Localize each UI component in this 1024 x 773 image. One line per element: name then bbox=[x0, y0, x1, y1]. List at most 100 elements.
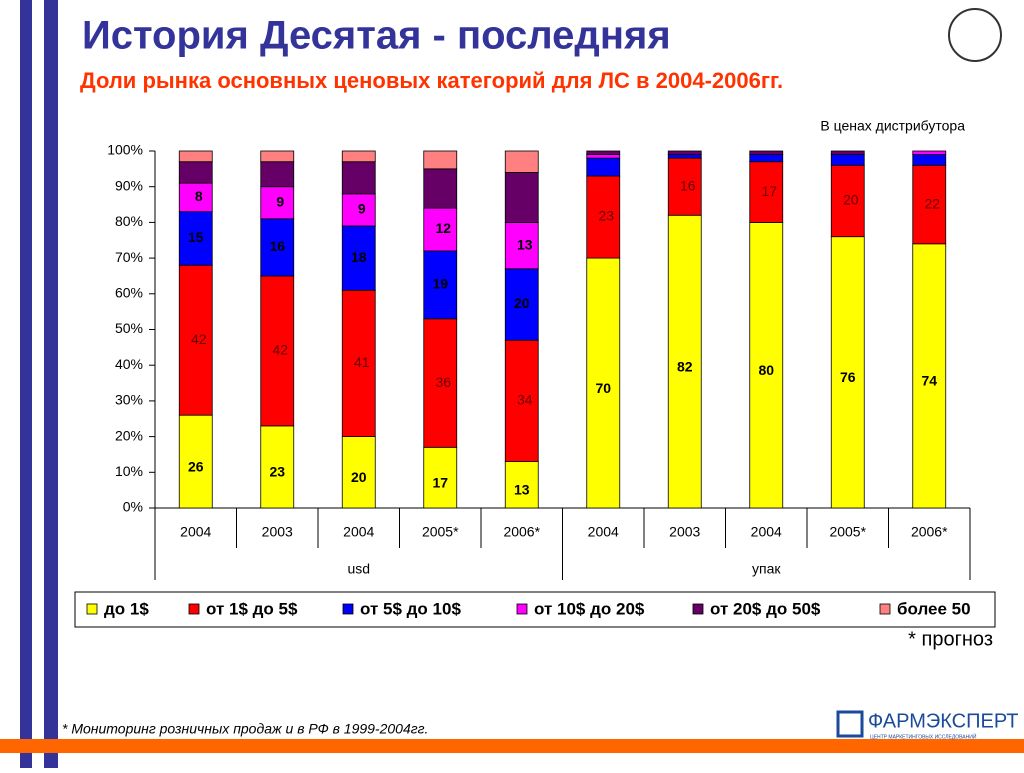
bar-segment bbox=[667, 154, 702, 159]
data-label: 17 bbox=[432, 474, 448, 490]
bar-segment bbox=[586, 154, 621, 159]
y-tick-label: 10% bbox=[115, 463, 143, 479]
bar-segment bbox=[178, 182, 213, 213]
bar-segment bbox=[504, 150, 539, 173]
x-tick-label: 2004 bbox=[588, 524, 619, 540]
data-label: 8 bbox=[195, 188, 203, 204]
legend-swatch bbox=[188, 603, 200, 615]
x-tick-label: 2005* bbox=[829, 524, 866, 540]
bar-segment bbox=[749, 161, 784, 223]
bar-segment bbox=[586, 257, 621, 509]
x-tick-label: 2005* bbox=[422, 524, 459, 540]
data-label: 82 bbox=[677, 358, 693, 374]
bar-segment bbox=[423, 446, 458, 509]
data-label: 13 bbox=[517, 236, 533, 252]
bar-segment bbox=[667, 150, 702, 155]
bar-segment bbox=[586, 175, 621, 259]
data-label: 20 bbox=[843, 192, 859, 208]
data-label: 20 bbox=[514, 295, 530, 311]
bar-segment bbox=[178, 161, 213, 184]
data-label: 70 bbox=[595, 380, 611, 396]
legend-swatch bbox=[879, 603, 891, 615]
legend-label: от 5$ до 10$ bbox=[360, 599, 461, 618]
logo: ФАРМЭКСПЕРТ bbox=[868, 710, 1019, 732]
data-label: 23 bbox=[269, 464, 285, 480]
data-label: 15 bbox=[188, 229, 204, 245]
data-label: 20 bbox=[351, 469, 367, 485]
data-label: 12 bbox=[435, 220, 451, 236]
bar-segment bbox=[830, 236, 865, 509]
bar-segment bbox=[341, 436, 376, 509]
legend-box bbox=[74, 591, 996, 628]
data-label: 42 bbox=[272, 342, 288, 358]
y-tick-label: 20% bbox=[115, 427, 143, 443]
bar-segment bbox=[341, 193, 376, 227]
bar-segment bbox=[260, 218, 295, 277]
bar-segment bbox=[341, 150, 376, 163]
legend-swatch bbox=[86, 603, 98, 615]
x-tick-label: 2006* bbox=[911, 524, 948, 540]
bar-segment bbox=[504, 221, 539, 270]
x-tick-label: 2003 bbox=[669, 524, 700, 540]
bar-segment bbox=[260, 275, 295, 427]
data-label: 74 bbox=[921, 373, 937, 389]
data-label: 22 bbox=[924, 195, 940, 211]
data-label: 16 bbox=[269, 238, 285, 254]
bar-segment bbox=[423, 150, 458, 170]
legend-swatch bbox=[692, 603, 704, 615]
y-tick-label: 80% bbox=[115, 213, 143, 229]
group-label: упак bbox=[752, 561, 781, 577]
legend-label: более 50 bbox=[897, 599, 971, 618]
x-tick-label: 2004 bbox=[343, 524, 374, 540]
legend-label: от 10$ до 20$ bbox=[534, 599, 645, 618]
x-tick-label: 2004 bbox=[180, 524, 211, 540]
y-tick-label: 100% bbox=[107, 142, 143, 158]
data-label: 18 bbox=[351, 249, 367, 265]
x-tick-label: 2003 bbox=[262, 524, 293, 540]
bar-segment bbox=[830, 154, 865, 166]
bar-segment bbox=[178, 264, 213, 416]
data-label: 19 bbox=[432, 276, 448, 292]
data-label: 9 bbox=[358, 201, 366, 217]
bar-segment bbox=[423, 250, 458, 320]
bar-segment bbox=[912, 150, 947, 155]
legend-swatch bbox=[342, 603, 354, 615]
x-tick-label: 2006* bbox=[503, 524, 540, 540]
legend-label: от 1$ до 5$ bbox=[206, 599, 298, 618]
group-label: usd bbox=[347, 561, 370, 577]
x-tick-label: 2004 bbox=[751, 524, 782, 540]
bar-segment bbox=[749, 150, 784, 155]
y-tick-label: 30% bbox=[115, 392, 143, 408]
bar-segment bbox=[260, 425, 295, 509]
title: История Десятая - последняя bbox=[82, 14, 671, 58]
bar-segment bbox=[423, 168, 458, 209]
bar-segment bbox=[667, 157, 702, 216]
y-tick-label: 70% bbox=[115, 249, 143, 265]
source: * Мониторинг розничных продаж и в РФ в 1… bbox=[62, 721, 428, 737]
data-label: 76 bbox=[840, 369, 856, 385]
data-label: 17 bbox=[761, 183, 777, 199]
bar-segment bbox=[830, 150, 865, 155]
bar-segment bbox=[586, 157, 621, 177]
y-tick-label: 50% bbox=[115, 320, 143, 336]
legend-swatch bbox=[516, 603, 528, 615]
bar-segment bbox=[423, 318, 458, 448]
y-tick-label: 40% bbox=[115, 356, 143, 372]
data-label: 26 bbox=[188, 458, 204, 474]
y-tick-label: 60% bbox=[115, 285, 143, 301]
subtitle: Доли рынка основных ценовых категорий дл… bbox=[80, 68, 783, 93]
bar-segment bbox=[341, 161, 376, 195]
data-label: 34 bbox=[517, 392, 533, 408]
bar-segment bbox=[749, 221, 784, 509]
bar-segment bbox=[504, 339, 539, 462]
y-tick-label: 0% bbox=[123, 499, 143, 515]
footer-band bbox=[0, 739, 1024, 753]
bar-segment bbox=[260, 150, 295, 163]
note: В ценах дистрибутора bbox=[820, 118, 965, 134]
bar-segment bbox=[504, 461, 539, 509]
logo-tagline: ЦЕНТР МАРКЕТИНГОВЫХ ИССЛЕДОВАНИЙ bbox=[870, 732, 977, 740]
legend-label: от 20$ до 50$ bbox=[710, 599, 821, 618]
forecast-note: * прогноз bbox=[908, 628, 993, 650]
bar-segment bbox=[260, 161, 295, 188]
